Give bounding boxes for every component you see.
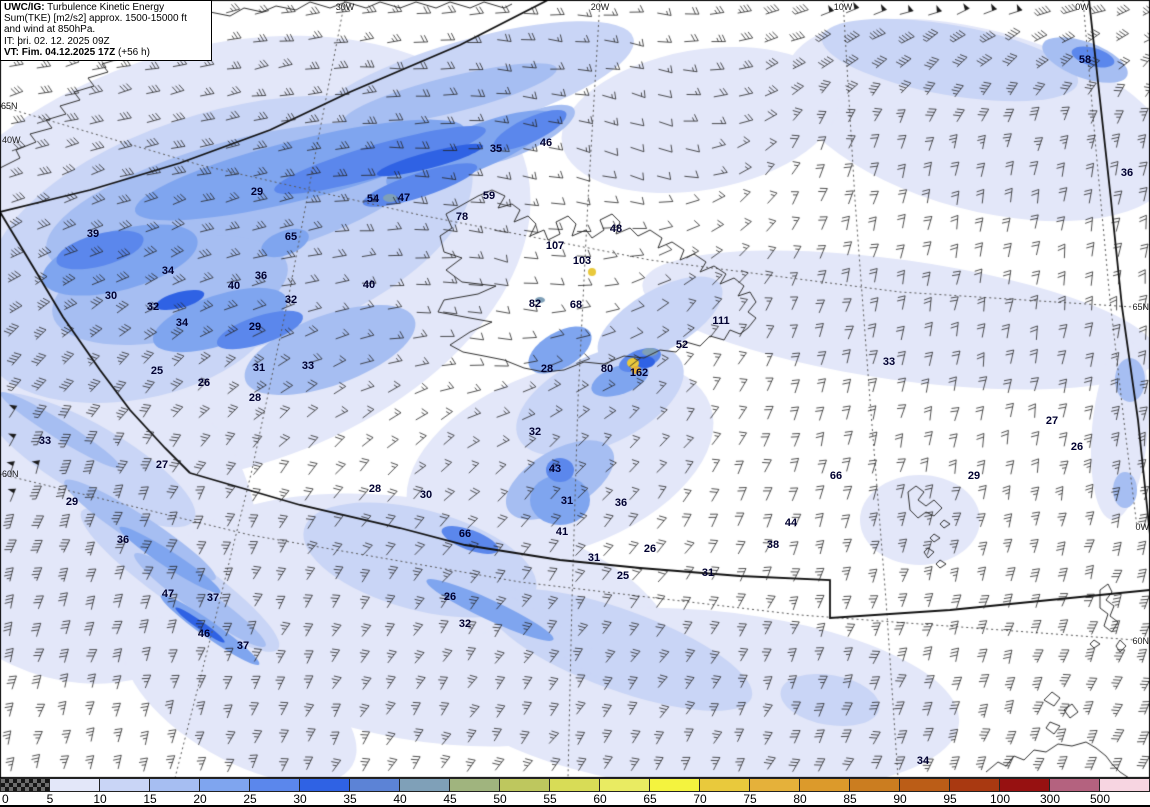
legend-tick-label: 35: [343, 792, 357, 806]
legend-tick-label: 500: [1089, 792, 1111, 806]
legend-tick-label: 55: [543, 792, 557, 806]
legend-cell: [600, 779, 650, 791]
color-scale-legend: 0 5 10 15 20 25 30 35 40 45 50 55 60 65 70 75 80 85 90 95 10…: [0, 778, 1150, 807]
product-title: Turbulence Kinetic Energy: [47, 2, 165, 13]
legend-tick-label: 65: [643, 792, 657, 806]
legend-tick-label: 80: [793, 792, 807, 806]
init-time: IT: þri. 02. 12. 2025 09Z: [4, 35, 110, 47]
legend-cell: [250, 779, 300, 791]
legend-tick-label: 0: [2, 792, 9, 806]
header-line-2: Sum(TKE) [m2/s2] approx. 1500-15000 ft: [4, 13, 187, 25]
valid-time: VT: Fim. 04.12.2025 17Z: [4, 46, 116, 58]
legend-tick-label: 50: [493, 792, 507, 806]
legend-tick-label: 15: [143, 792, 157, 806]
map-canvas: [0, 0, 1150, 778]
legend-tick-label: 85: [843, 792, 857, 806]
legend-tick-label: 25: [243, 792, 257, 806]
legend-tick-label: 40: [393, 792, 407, 806]
legend-tick-label: 95: [943, 792, 957, 806]
legend-cell: [50, 779, 100, 791]
product-info-box: UWC/IG: Turbulence Kinetic Energy Sum(TK…: [0, 0, 212, 62]
legend-cell: [150, 779, 200, 791]
legend-cell: [850, 779, 900, 791]
legend-tick-label: 30: [293, 792, 307, 806]
valid-time-line: VT: Fim. 04.12.2025 17Z (+56 h): [4, 47, 208, 58]
legend-tick-label: 70: [693, 792, 707, 806]
legend-tick-label: 20: [193, 792, 207, 806]
legend-cell: [550, 779, 600, 791]
legend-tick-label: 75: [743, 792, 757, 806]
legend-cell: [650, 779, 700, 791]
color-scale-ticks: 0 5 10 15 20 25 30 35 40 45 50 55 60 65 70 75 80 85 90 95 10…: [0, 792, 1150, 806]
legend-cell: [300, 779, 350, 791]
legend-tick-label: 300: [1039, 792, 1061, 806]
legend-cell: [350, 779, 400, 791]
header-line-1: UWC/IG: Turbulence Kinetic Energy: [4, 2, 208, 13]
product-id: UWC/IG:: [4, 2, 45, 13]
legend-tick-label: 100: [989, 792, 1011, 806]
legend-cell: [800, 779, 850, 791]
legend-cell: [700, 779, 750, 791]
legend-tick-label: 60: [593, 792, 607, 806]
legend-tick-label: 45: [443, 792, 457, 806]
legend-cell: [200, 779, 250, 791]
legend-cell: [450, 779, 500, 791]
legend-cell: [1000, 779, 1050, 791]
legend-cell: [900, 779, 950, 791]
header-line-3: and wind at 850hPa.: [4, 24, 96, 36]
bottom-border-bar: [0, 805, 1150, 807]
legend-tick-label: 10: [93, 792, 107, 806]
legend-cell: [1100, 779, 1150, 791]
lead-time: (+56 h): [117, 46, 150, 58]
legend-cell: [100, 779, 150, 791]
legend-tick-label: 90: [893, 792, 907, 806]
legend-cell-below-min: [0, 779, 50, 791]
legend-tick-label: 5: [46, 792, 54, 806]
legend-cell: [400, 779, 450, 791]
legend-cell: [950, 779, 1000, 791]
legend-cell: [500, 779, 550, 791]
legend-cell: [1050, 779, 1100, 791]
legend-cell: [750, 779, 800, 791]
color-scale-bar: [0, 778, 1150, 792]
